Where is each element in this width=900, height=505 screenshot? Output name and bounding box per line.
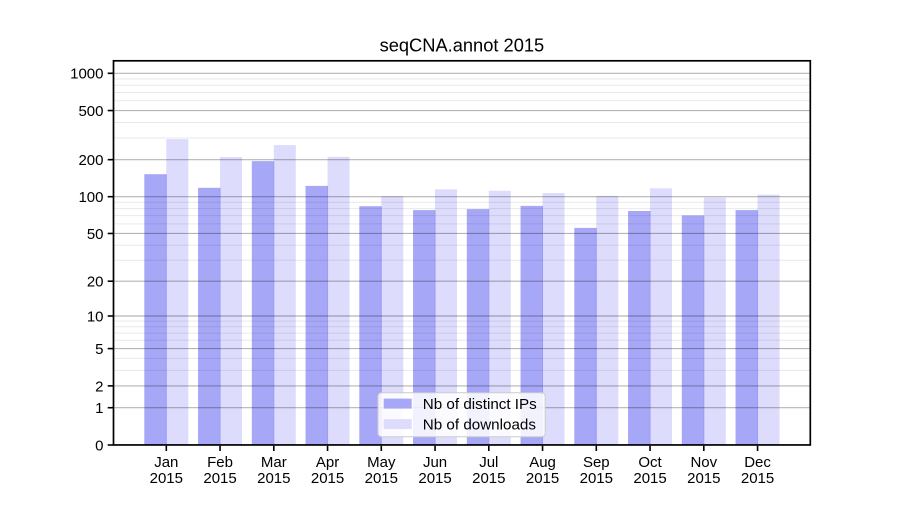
svg-text:Jun: Jun <box>423 454 447 471</box>
svg-text:Nov: Nov <box>690 454 717 471</box>
svg-text:2015: 2015 <box>741 470 774 487</box>
svg-text:0: 0 <box>95 437 103 454</box>
svg-text:2015: 2015 <box>580 470 613 487</box>
svg-text:May: May <box>367 454 396 471</box>
svg-text:seqCNA.annot 2015: seqCNA.annot 2015 <box>380 34 545 55</box>
svg-text:500: 500 <box>78 103 103 120</box>
svg-text:2015: 2015 <box>257 470 290 487</box>
svg-text:10: 10 <box>87 308 104 325</box>
svg-text:2015: 2015 <box>150 470 183 487</box>
svg-text:Mar: Mar <box>261 454 287 471</box>
svg-text:2015: 2015 <box>526 470 559 487</box>
svg-text:2015: 2015 <box>472 470 505 487</box>
svg-text:Oct: Oct <box>638 454 662 471</box>
svg-text:Sep: Sep <box>583 454 610 471</box>
svg-text:2015: 2015 <box>311 470 344 487</box>
svg-text:100: 100 <box>78 189 103 206</box>
svg-text:Aug: Aug <box>529 454 556 471</box>
svg-text:Jan: Jan <box>154 454 178 471</box>
svg-text:5: 5 <box>95 341 103 358</box>
svg-text:50: 50 <box>87 226 104 243</box>
svg-text:2015: 2015 <box>418 470 451 487</box>
svg-text:2015: 2015 <box>365 470 398 487</box>
svg-text:2015: 2015 <box>203 470 236 487</box>
svg-text:2015: 2015 <box>687 470 720 487</box>
svg-text:Apr: Apr <box>316 454 339 471</box>
svg-text:Nb of distinct IPs: Nb of distinct IPs <box>423 396 537 413</box>
svg-text:2015: 2015 <box>633 470 666 487</box>
svg-text:2: 2 <box>95 378 103 395</box>
svg-text:200: 200 <box>78 152 103 169</box>
svg-text:20: 20 <box>87 274 104 291</box>
svg-text:Dec: Dec <box>744 454 771 471</box>
svg-text:Jul: Jul <box>479 454 498 471</box>
svg-text:1: 1 <box>95 400 103 417</box>
svg-text:Feb: Feb <box>207 454 233 471</box>
svg-text:1000: 1000 <box>70 66 103 83</box>
svg-text:Nb of downloads: Nb of downloads <box>423 417 537 434</box>
